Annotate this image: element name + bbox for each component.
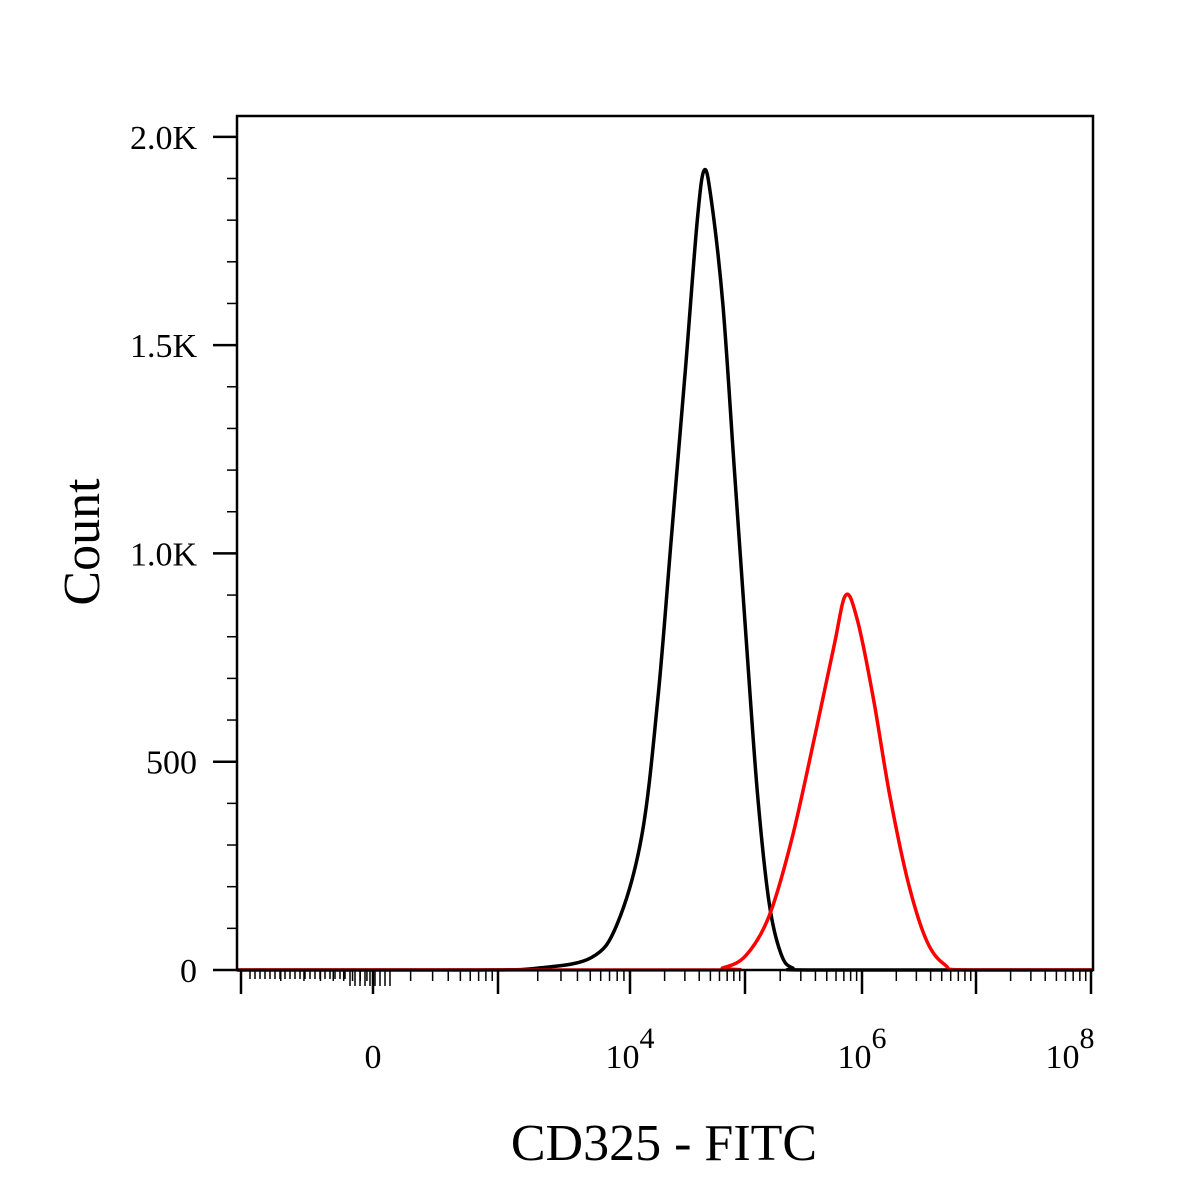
plot-frame [235,114,1095,972]
x-tick-label: 108 [1046,1022,1095,1076]
x-axis-title: CD325 - FITC [511,1115,817,1172]
x-tick-label: 0 [365,1039,382,1076]
x-tick-label: 106 [838,1022,887,1076]
series-line-2 [237,592,1093,972]
y-axis-title: Count [54,478,111,606]
x-axis: 0 104 106 108 [239,970,1095,1076]
y-tick-label: 500 [146,745,197,782]
y-tick-label: 1.5K [130,328,198,365]
series-line-1 [237,167,1093,972]
series-layer [237,167,1093,972]
y-axis: 0 500 1.0K 1.5K 2.0K [130,120,237,990]
y-tick-label: 2.0K [130,120,198,157]
y-tick-label: 1.0K [130,536,198,573]
x-tick-label: 104 [606,1022,655,1076]
y-tick-label: 0 [180,953,197,990]
